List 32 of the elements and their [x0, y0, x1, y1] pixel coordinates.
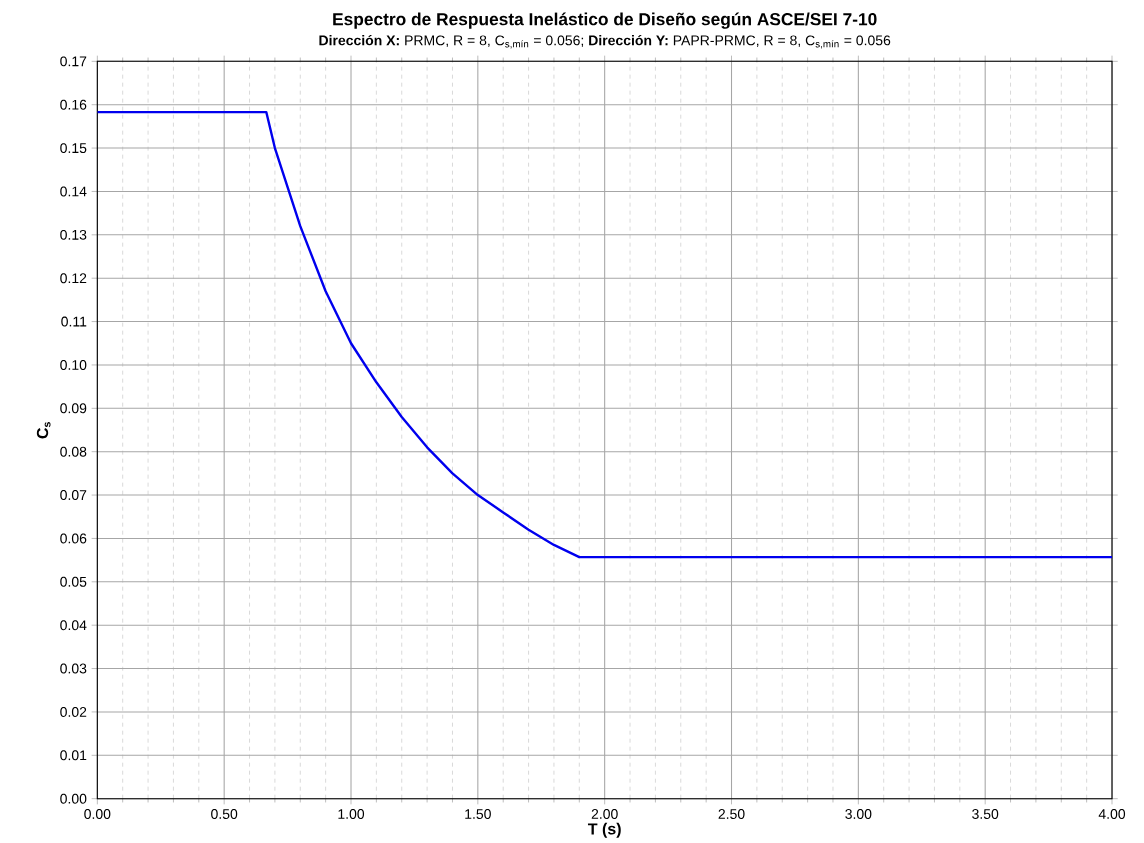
y-tick-label: 0.11	[61, 316, 87, 327]
y-tick-label: 0.12	[60, 273, 87, 284]
y-tick-label: 0.10	[60, 360, 87, 371]
y-tick-label: 0.08	[60, 446, 87, 457]
x-tick-label: 1.50	[465, 809, 491, 820]
y-tick-label: 0.16	[60, 99, 87, 110]
y-tick-label: 0.07	[60, 490, 87, 501]
y-tick-label: 0.00	[60, 793, 87, 804]
y-tick-label: 0.09	[60, 403, 87, 414]
line-series	[97, 111, 1113, 559]
x-tick-label: 3.50	[972, 809, 999, 820]
x-tick-label: 1.00	[338, 809, 365, 820]
y-tick-label: 0.17	[60, 56, 87, 67]
chart-title: Espectro de Respuesta Inelástico de Diseño según ASCE/SEI 7-10	[333, 12, 877, 30]
y-tick-label: 0.06	[60, 533, 87, 544]
x-axis-title: T (s)	[587, 822, 621, 838]
x-tick-label: 0.50	[211, 809, 238, 820]
x-tick-label: 2.00	[591, 809, 618, 820]
y-axis-title: C$_{s}$	[36, 422, 51, 439]
y-tick-label: 0.13	[60, 230, 87, 240]
y-tick-label: 0.04	[60, 620, 87, 631]
y-tick-label: 0.02	[60, 707, 87, 718]
x-tick-label: 0.00	[84, 809, 111, 820]
x-tick-label: 4.00	[1098, 809, 1126, 820]
y-tick-label: 0.05	[60, 577, 87, 587]
x-tick-label: 3.00	[845, 809, 872, 820]
y-tick-label: 0.03	[60, 663, 87, 674]
x-tick-label: 2.50	[718, 809, 745, 820]
y-tick-label: 0.01	[60, 750, 87, 761]
y-tick-label: 0.14	[60, 186, 87, 197]
y-tick-label: 0.15	[60, 143, 87, 154]
chart-subtitle: Dirección X: PRMC, R = 8, C$_{s,mín}$ = 0.056; Dirección Y: PAPR-PRMC, R = 8, C$_{s,mín}$ = 0.056	[319, 35, 891, 49]
